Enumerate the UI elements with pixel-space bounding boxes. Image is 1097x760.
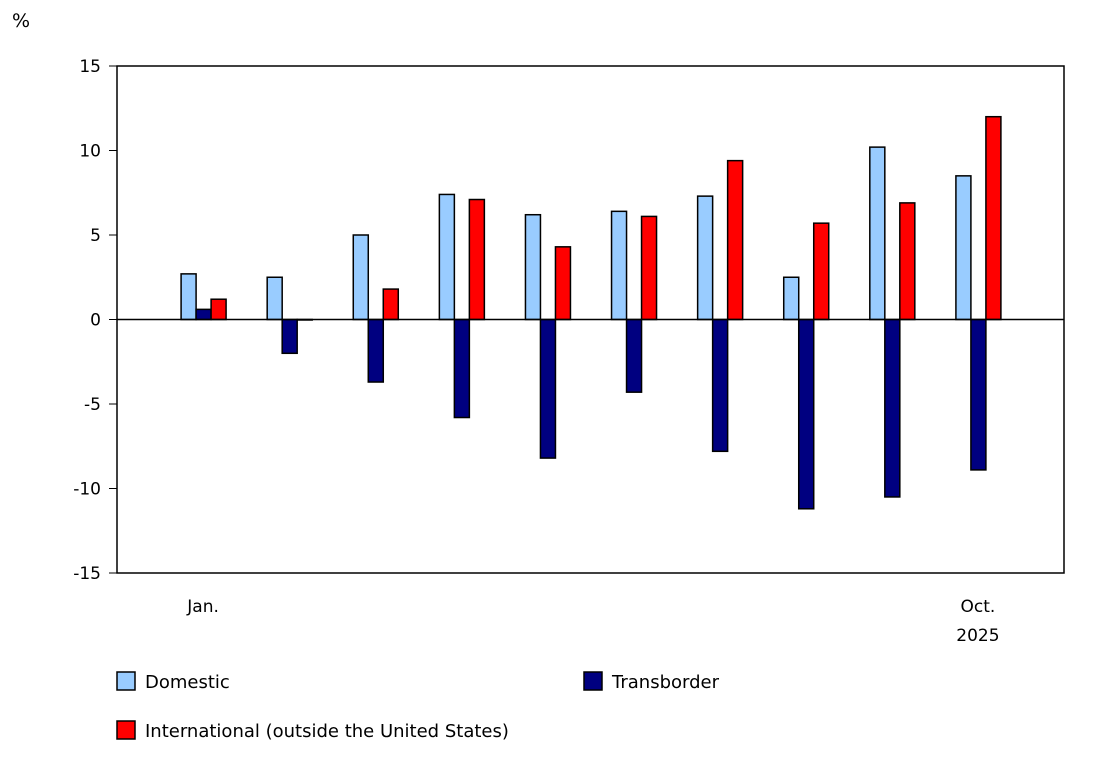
legend-swatch	[583, 671, 603, 691]
bar-international	[726, 159, 744, 321]
y-tick-label: 15	[79, 57, 101, 77]
bar-domestic	[869, 146, 886, 321]
legend-label: Domestic	[145, 672, 230, 693]
y-tick-label: -10	[73, 480, 101, 500]
bar-transborder	[539, 318, 557, 459]
bar-domestic	[438, 193, 456, 321]
bar-transborder	[195, 308, 212, 321]
bar-domestic	[610, 210, 628, 321]
plot-frame	[116, 65, 1065, 574]
bar-domestic	[266, 276, 283, 321]
legend-swatch	[116, 720, 136, 740]
bar-domestic	[696, 195, 714, 321]
bar-transborder	[281, 318, 298, 355]
bar-international	[640, 215, 658, 321]
bar-transborder	[367, 318, 385, 383]
legend-label: Transborder	[611, 672, 720, 693]
bar-international	[985, 115, 1002, 321]
bar-domestic	[524, 213, 542, 321]
bar-international	[899, 202, 916, 321]
bar-international	[554, 246, 572, 321]
y-axis-label: %	[12, 10, 30, 32]
bar-domestic	[955, 175, 972, 321]
bar-domestic	[352, 234, 370, 321]
bar-transborder	[970, 318, 987, 471]
y-tick-label: 5	[90, 226, 101, 246]
bar-domestic	[782, 276, 800, 321]
x-tick-label: Oct.	[961, 597, 996, 617]
bar-transborder	[884, 318, 901, 498]
y-tick-label: -15	[73, 564, 101, 584]
bar-transborder	[797, 318, 815, 510]
y-tick-label: 10	[79, 142, 101, 162]
y-tick-label: 0	[90, 311, 101, 331]
bar-international	[382, 288, 400, 321]
legend-label: International (outside the United States…	[145, 721, 509, 742]
bar-transborder	[453, 318, 471, 419]
legend-swatch	[116, 671, 136, 691]
x-tick-year: 2025	[956, 626, 999, 646]
bar-transborder	[711, 318, 729, 453]
y-tick-label: -5	[84, 395, 101, 415]
bar-international	[210, 298, 227, 321]
bar-international	[468, 198, 486, 321]
bar-international	[812, 222, 830, 321]
x-tick-label: Jan.	[186, 597, 219, 617]
bar-domestic	[180, 273, 197, 321]
bar-transborder	[625, 318, 643, 393]
